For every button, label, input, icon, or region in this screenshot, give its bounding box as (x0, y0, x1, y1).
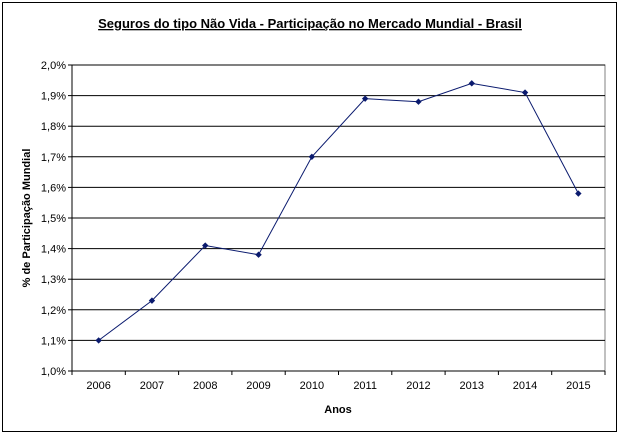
data-point (361, 95, 369, 102)
y-tick-label: 1,8% (41, 121, 66, 133)
data-point (95, 337, 102, 344)
data-point (521, 89, 529, 96)
x-axis-ticks: 2006 2007 2008 2009 2010 2011 2012 2013 2014 2015 (71, 370, 606, 392)
y-tick-label: 1,1% (41, 335, 66, 347)
y-tick-label: 1,7% (41, 152, 66, 164)
x-tick-label: 2008 (193, 380, 217, 392)
chart-title: Seguros do tipo Não Vida - Participação … (98, 16, 522, 31)
data-point (308, 153, 316, 160)
data-point (415, 98, 422, 105)
data-point (255, 251, 262, 258)
data-point (575, 190, 582, 197)
series-brasil (95, 80, 582, 344)
x-axis-title: Anos (324, 404, 352, 416)
x-tick-label: 2006 (86, 380, 110, 392)
series-line (98, 82, 579, 341)
x-tick-label: 2014 (513, 380, 537, 392)
y-tick-label: 1,3% (41, 274, 66, 286)
y-tick-label: 2,0% (41, 60, 66, 72)
x-tick-label: 2007 (140, 380, 164, 392)
x-tick-label: 2012 (406, 380, 430, 392)
y-axis-ticks: 1,0% 1,1% 1,2% 1,3% 1,4% 1,5% 1,6% 1,7% 1,8% 1,9%… (41, 60, 73, 378)
y-tick-label: 1,6% (41, 182, 66, 194)
x-tick-label: 2009 (246, 380, 270, 392)
y-axis-title: % de Participação Mundial (21, 149, 33, 288)
y-tick-label: 1,2% (41, 305, 66, 317)
data-point (148, 297, 156, 304)
x-tick-label: 2013 (460, 380, 484, 392)
gridlines (72, 64, 605, 341)
data-point (468, 80, 475, 87)
x-tick-label: 2010 (300, 380, 324, 392)
x-tick-label: 2015 (566, 380, 590, 392)
y-tick-label: 1,9% (41, 91, 66, 103)
y-tick-label: 1,5% (41, 213, 66, 225)
data-point (202, 242, 209, 249)
x-tick-label: 2011 (353, 380, 377, 392)
y-tick-label: 1,4% (41, 244, 66, 256)
y-tick-label: 1,0% (41, 366, 66, 378)
